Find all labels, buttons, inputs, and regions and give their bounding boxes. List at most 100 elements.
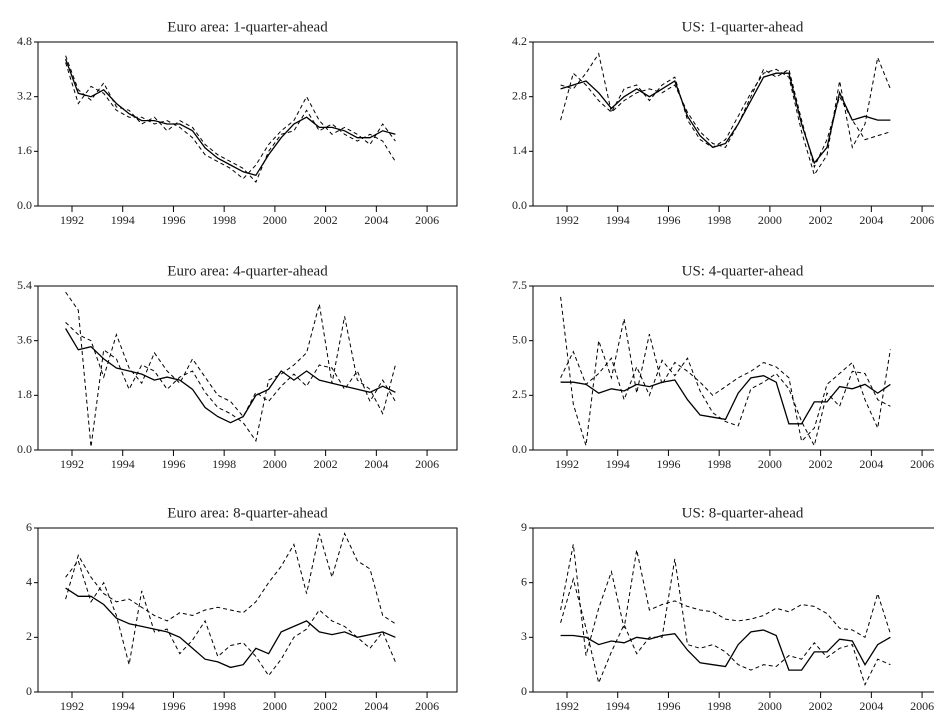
line-series [560, 350, 891, 448]
x-tick-label: 1994 [606, 213, 630, 227]
x-tick-label: 2002 [314, 457, 338, 471]
x-tick-label: 1994 [111, 699, 135, 713]
x-tick-label: 1996 [161, 699, 185, 713]
x-tick-label: 1998 [212, 457, 236, 471]
y-tick-label: 9 [521, 520, 527, 534]
y-tick-label: 1.4 [512, 143, 527, 157]
x-tick-label: 1994 [111, 457, 135, 471]
x-tick-label: 1996 [656, 457, 680, 471]
x-tick-label: 2006 [415, 699, 439, 713]
y-tick-label: 0.0 [17, 198, 32, 212]
x-tick-label: 2002 [314, 699, 338, 713]
line-series [560, 375, 891, 425]
x-tick-label: 1994 [606, 457, 630, 471]
plot-frame [532, 527, 934, 693]
x-tick-label: 2000 [758, 213, 782, 227]
x-tick-label: 1998 [707, 457, 731, 471]
plot-frame [37, 41, 458, 207]
x-tick-label: 1994 [111, 213, 135, 227]
line-series [560, 52, 891, 169]
y-tick-label: 3.6 [17, 332, 32, 346]
x-tick-label: 2004 [859, 699, 883, 713]
chart-title: Euro area: 8-quarter-ahead [167, 505, 328, 521]
x-tick-label: 1992 [555, 213, 579, 227]
x-tick-label: 2000 [263, 213, 287, 227]
x-tick-label: 1994 [606, 699, 630, 713]
plot-frame [532, 285, 934, 451]
x-tick-label: 2000 [758, 457, 782, 471]
line-series [65, 328, 396, 424]
x-tick-label: 1992 [60, 457, 84, 471]
line-series [560, 544, 891, 656]
y-tick-label: 5.4 [17, 278, 32, 292]
y-tick-label: 5.0 [512, 332, 527, 346]
line-series [65, 322, 396, 418]
x-tick-label: 1992 [60, 699, 84, 713]
y-tick-label: 6 [521, 574, 527, 588]
y-tick-label: 0 [26, 684, 32, 698]
x-tick-label: 2004 [364, 699, 388, 713]
x-tick-label: 2006 [910, 213, 934, 227]
x-tick-label: 2004 [364, 213, 388, 227]
x-tick-label: 2006 [910, 699, 934, 713]
y-tick-label: 0.0 [512, 198, 527, 212]
x-tick-label: 1996 [161, 213, 185, 227]
x-tick-label: 2000 [263, 699, 287, 713]
y-tick-label: 4.2 [512, 34, 527, 48]
x-tick-label: 1998 [212, 699, 236, 713]
y-tick-label: 0.0 [512, 442, 527, 456]
x-tick-label: 2006 [910, 457, 934, 471]
x-tick-label: 2002 [809, 699, 833, 713]
x-tick-label: 1992 [555, 457, 579, 471]
y-tick-label: 3.2 [17, 88, 32, 102]
y-tick-label: 4.8 [17, 34, 32, 48]
line-series [65, 559, 396, 677]
y-tick-label: 1.8 [17, 387, 32, 401]
chart-title: Euro area: 4-quarter-ahead [167, 263, 328, 279]
y-tick-label: 2.8 [512, 88, 527, 102]
x-tick-label: 2006 [415, 457, 439, 471]
line-series [560, 55, 891, 176]
y-tick-label: 4 [26, 574, 32, 588]
chart-title: US: 8-quarter-ahead [682, 505, 804, 521]
y-tick-label: 7.5 [512, 278, 527, 292]
x-tick-label: 1996 [656, 699, 680, 713]
x-tick-label: 2004 [859, 457, 883, 471]
x-tick-label: 2002 [809, 457, 833, 471]
y-tick-label: 1.6 [17, 143, 32, 157]
plot-frame [37, 527, 458, 693]
x-tick-label: 2000 [758, 699, 782, 713]
x-tick-label: 2002 [314, 213, 338, 227]
y-tick-label: 3 [521, 629, 527, 643]
line-series [65, 291, 396, 448]
y-tick-label: 2.5 [512, 387, 527, 401]
x-tick-label: 1992 [60, 213, 84, 227]
line-series [560, 629, 891, 671]
plot-frame [37, 285, 458, 451]
x-tick-label: 2006 [415, 213, 439, 227]
x-tick-label: 1996 [161, 457, 185, 471]
line-series [64, 58, 396, 177]
y-tick-label: 2 [26, 629, 32, 643]
x-tick-label: 2004 [364, 457, 388, 471]
line-series [560, 72, 891, 165]
line-series [65, 587, 396, 669]
chart-title: US: 1-quarter-ahead [682, 19, 804, 35]
x-tick-label: 2000 [263, 457, 287, 471]
line-series [560, 296, 891, 446]
plot-frame [532, 41, 934, 207]
x-tick-label: 2004 [859, 213, 883, 227]
chart-title: Euro area: 1-quarter-ahead [167, 19, 328, 35]
x-tick-label: 2002 [809, 213, 833, 227]
y-tick-label: 6 [26, 520, 32, 534]
x-tick-label: 1992 [555, 699, 579, 713]
line-series [65, 532, 396, 625]
x-tick-label: 1998 [707, 699, 731, 713]
line-series [65, 55, 396, 184]
y-tick-label: 0 [521, 684, 527, 698]
x-tick-label: 1996 [656, 213, 680, 227]
x-tick-label: 1998 [707, 213, 731, 227]
y-tick-label: 0.0 [17, 442, 32, 456]
chart-title: US: 4-quarter-ahead [682, 263, 804, 279]
